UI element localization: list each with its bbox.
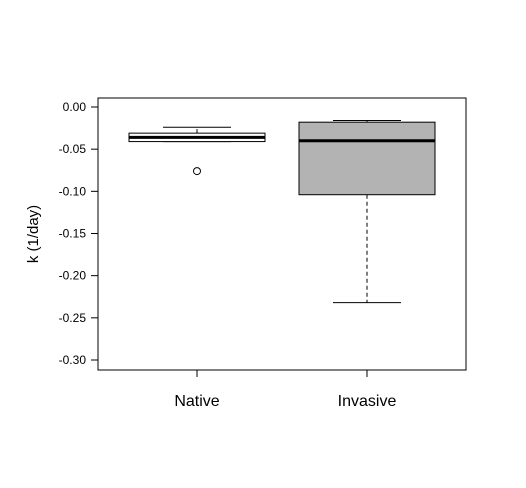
y-tick-label: -0.05 — [59, 142, 87, 156]
y-axis: 0.00 -0.05 -0.10 -0.15 -0.20 -0.25 -0.30 — [59, 100, 99, 367]
x-tick-label: Invasive — [338, 393, 397, 410]
outlier-point — [193, 167, 201, 176]
box-invasive — [298, 121, 436, 196]
x-tick-label: Native — [174, 393, 219, 410]
y-tick-label: -0.15 — [59, 227, 87, 241]
y-tick-label: -0.10 — [59, 184, 87, 198]
y-axis-title: k (1/day) — [25, 205, 42, 263]
y-tick-label: -0.30 — [59, 353, 87, 367]
y-tick-label: -0.25 — [59, 311, 87, 325]
x-axis: Native Invasive — [174, 369, 397, 410]
y-tick-label: 0.00 — [63, 100, 87, 114]
boxes — [128, 119, 436, 304]
y-tick-label: -0.20 — [59, 269, 87, 283]
